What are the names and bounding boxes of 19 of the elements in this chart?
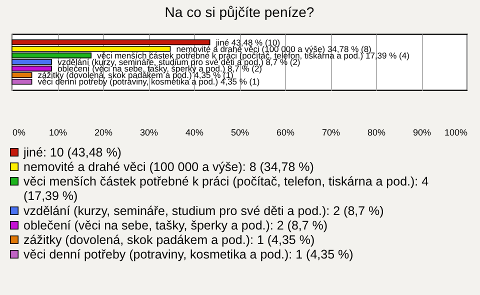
x-tick-label: 50% [230, 128, 250, 138]
legend-label: věci denní potřeby (potraviny, kosmetika a pod.): 1 (4,35 %) [24, 247, 354, 262]
x-tick-label: 70% [322, 128, 340, 138]
legend-label: věci menších částek potřebné k práci (počítač, telefon, tiskárna a pod.): 4 (17,39 %) [24, 174, 429, 203]
x-tick-label: 40% [185, 128, 204, 138]
x-tick-label: 10% [48, 128, 68, 138]
x-tick-label: 80% [367, 128, 386, 138]
x-tick-label: 20% [94, 128, 113, 138]
legend-label: zážitky (dovolená, skok padákem a pod.): 1 (4,35 %) [24, 232, 315, 247]
legend-label: jiné: 10 (43,48 %) [22, 145, 122, 160]
x-tick-label: 30% [140, 128, 158, 138]
legend-label: nemovité a drahé věci (100 000 a výše): 8 (34,78 %) [24, 160, 314, 174]
x-tick-label: 90% [412, 128, 432, 138]
chart-title: Na co si půjčíte peníze? [164, 4, 314, 20]
legend-label: oblečení (věci na sebe, tašky, šperky a pod.): 2 (8,7 %) [24, 218, 328, 232]
x-tick-label: 60% [276, 128, 295, 138]
x-tick-label: 100% [444, 128, 468, 138]
x-tick-label: 0% [12, 128, 26, 138]
legend-label: vzdělání (kurzy, semináře, studium pro své děti a pod.): 2 (8,7 %) [24, 204, 384, 218]
